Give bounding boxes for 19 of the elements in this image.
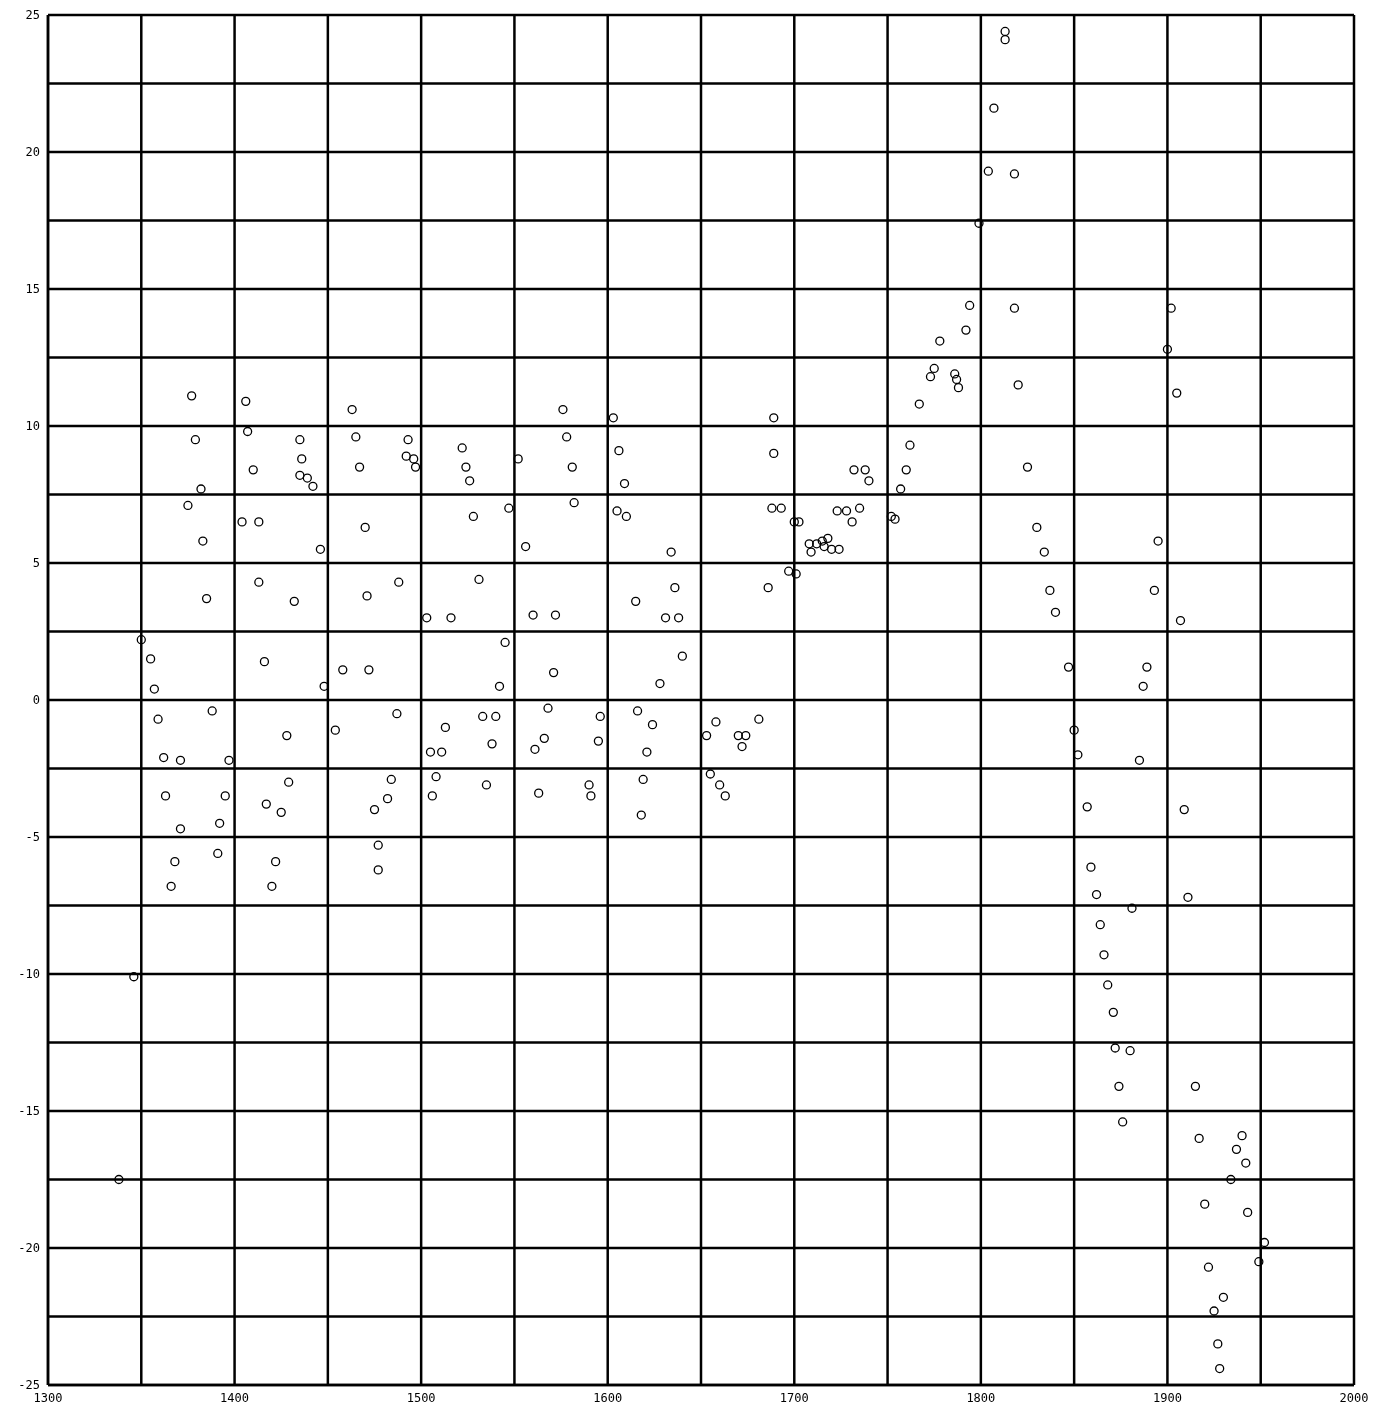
x-tick-label: 1900 (1152, 1390, 1182, 1405)
y-tick-label: 0 (32, 693, 40, 708)
y-tick-label: 10 (25, 419, 40, 434)
x-tick-label: 1600 (593, 1390, 623, 1405)
y-tick-label: 5 (32, 556, 40, 571)
y-tick-label: -5 (25, 830, 40, 845)
y-tick-label: -10 (18, 967, 40, 982)
y-tick-label: 15 (25, 282, 40, 297)
x-tick-label: 2000 (1339, 1390, 1369, 1405)
x-tick-label: 1500 (406, 1390, 436, 1405)
y-tick-label: 20 (25, 145, 40, 160)
y-tick-label: 25 (25, 8, 40, 23)
x-tick-label: 1800 (966, 1390, 996, 1405)
y-tick-label: -15 (18, 1104, 40, 1119)
x-tick-label: 1400 (220, 1390, 250, 1405)
x-tick-label: 1700 (779, 1390, 809, 1405)
x-tick-label: 1300 (33, 1390, 63, 1405)
y-tick-label: -20 (18, 1241, 40, 1256)
y-tick-label: -25 (18, 1378, 40, 1393)
